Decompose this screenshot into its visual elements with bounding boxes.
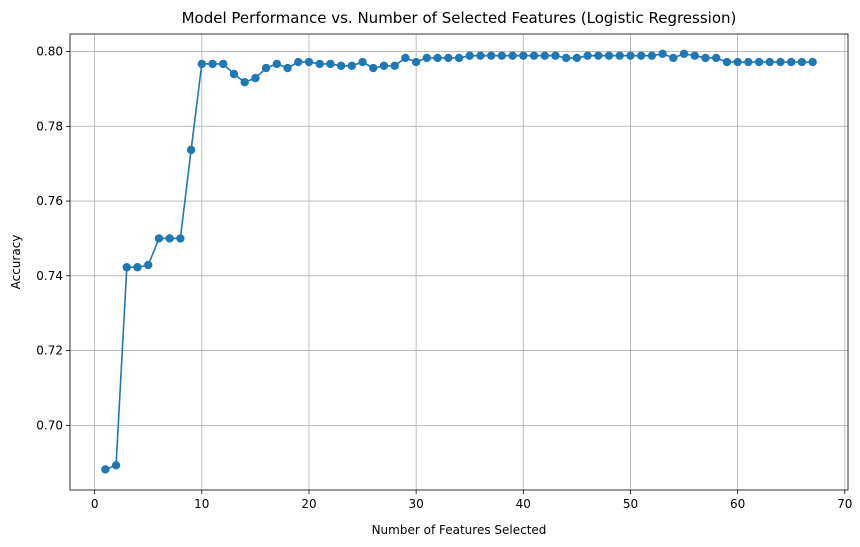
plot-frame — [69, 33, 849, 491]
data-point — [411, 57, 421, 67]
data-point — [787, 57, 796, 67]
data-point — [144, 260, 153, 270]
data-point — [690, 51, 699, 60]
data-point — [765, 57, 774, 67]
data-point — [594, 51, 603, 60]
data-point — [529, 51, 539, 60]
y-tick-label: 0.70 — [36, 418, 63, 432]
data-point — [486, 51, 496, 60]
data-point — [272, 59, 282, 69]
data-point — [583, 51, 592, 60]
data-point — [733, 57, 742, 67]
y-axis-label: Accuracy — [9, 235, 23, 290]
data-point — [133, 263, 142, 272]
data-point — [176, 234, 185, 243]
data-point — [476, 51, 485, 60]
x-axis-ticks: 0 10 20 30 40 50 60 70 — [91, 490, 852, 511]
y-tick-label: 0.76 — [36, 194, 63, 208]
data-point — [808, 57, 817, 67]
data-point — [658, 49, 667, 59]
data-point — [497, 51, 507, 60]
data-point — [186, 145, 196, 155]
data-point — [283, 63, 292, 73]
x-tick-label: 50 — [623, 497, 638, 511]
y-tick-label: 0.72 — [36, 344, 63, 358]
data-point — [508, 51, 517, 60]
data-point — [647, 51, 657, 60]
data-point — [604, 51, 614, 60]
data-point — [208, 59, 217, 69]
y-axis-ticks: 0.70 0.72 0.74 0.76 0.78 0.80 — [36, 45, 70, 432]
data-point — [561, 53, 571, 63]
data-point — [336, 61, 346, 70]
data-point — [669, 53, 678, 63]
data-point — [294, 57, 303, 67]
data-point — [315, 59, 324, 69]
data-point — [519, 51, 528, 60]
x-tick-label: 70 — [837, 497, 852, 511]
data-point — [454, 53, 464, 63]
data-point — [615, 51, 624, 60]
data-point — [679, 49, 689, 59]
data-point — [797, 57, 807, 67]
data-point — [347, 61, 357, 70]
data-point — [369, 63, 378, 73]
x-tick-label: 10 — [194, 497, 209, 511]
data-point — [111, 461, 121, 470]
data-point — [744, 57, 753, 67]
data-point — [304, 57, 314, 67]
data-point — [154, 234, 164, 243]
data-point — [326, 59, 335, 69]
data-point — [422, 53, 432, 63]
data-point — [401, 53, 410, 63]
grid-lines — [70, 34, 848, 490]
data-point — [251, 73, 260, 83]
data-point — [636, 51, 646, 60]
data-point — [540, 51, 549, 60]
data-point — [626, 51, 635, 60]
data-point — [219, 59, 228, 69]
data-point — [465, 51, 474, 60]
data-point — [722, 57, 732, 67]
data-point — [122, 263, 131, 272]
data-points-group — [101, 49, 817, 474]
data-point — [572, 53, 582, 63]
data-point — [551, 51, 560, 60]
data-point — [776, 57, 785, 67]
data-point — [433, 53, 442, 63]
x-tick-label: 60 — [730, 497, 745, 511]
x-axis-label: Number of Features Selected — [372, 523, 547, 537]
x-tick-label: 20 — [301, 497, 316, 511]
y-tick-label: 0.74 — [36, 269, 63, 283]
y-tick-label: 0.78 — [36, 119, 63, 133]
data-point — [240, 78, 249, 87]
data-point — [754, 57, 764, 67]
data-point — [444, 53, 453, 63]
data-point — [165, 234, 174, 243]
y-tick-label: 0.80 — [36, 45, 63, 59]
data-point — [358, 57, 367, 67]
data-point — [197, 59, 207, 69]
data-point — [101, 465, 110, 474]
x-tick-label: 0 — [91, 497, 99, 511]
data-point — [711, 53, 721, 63]
x-tick-label: 40 — [516, 497, 531, 511]
data-point — [379, 61, 389, 70]
x-tick-label: 30 — [408, 497, 423, 511]
chart-title: Model Performance vs. Number of Selected… — [182, 9, 737, 27]
data-point — [701, 53, 710, 63]
data-point — [261, 63, 271, 73]
data-point — [390, 61, 399, 70]
data-point — [229, 69, 239, 79]
